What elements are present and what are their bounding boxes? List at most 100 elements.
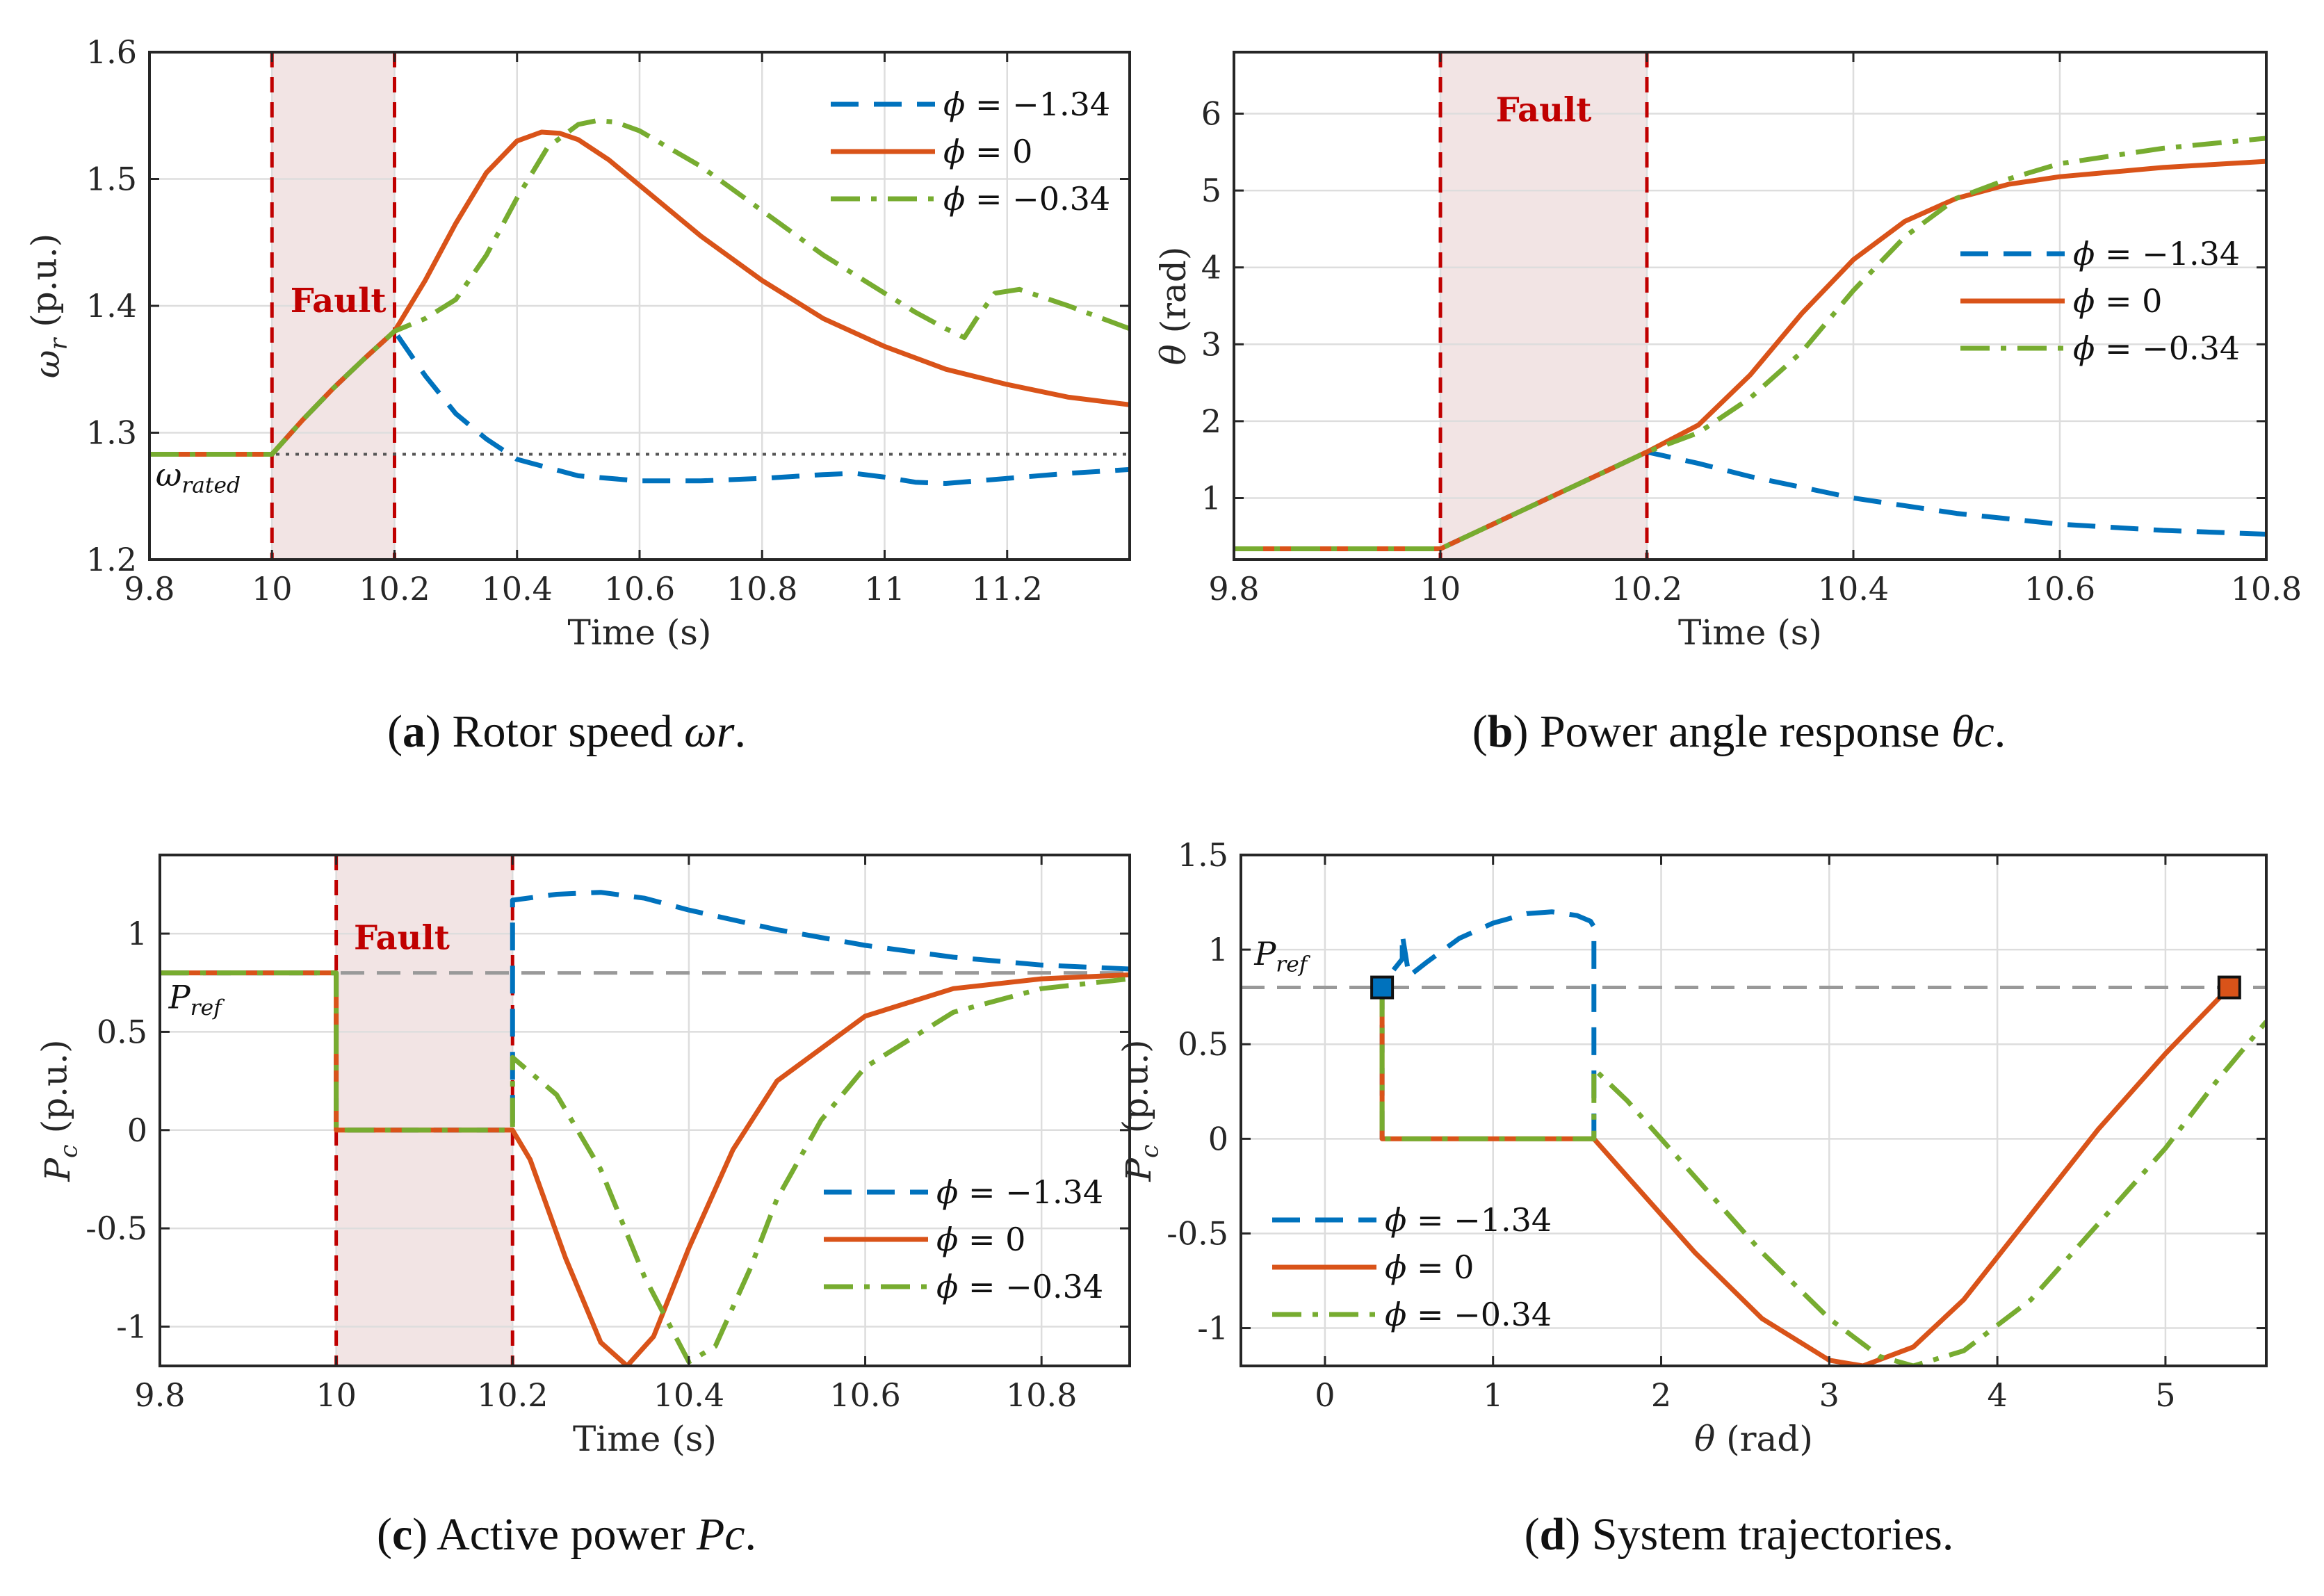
series-line-green — [149, 118, 1130, 457]
x-tick-label: 11.2 — [972, 570, 1043, 608]
reference-label: Pref — [168, 979, 225, 1020]
legend-label: ϕ = −0.34 — [936, 1268, 1103, 1305]
fault-label: Fault — [291, 282, 387, 320]
legend: ϕ = −1.34 ϕ = 0 ϕ = −0.34 — [831, 86, 1110, 218]
series-line-orange — [1379, 986, 2232, 1366]
y-tick-label: -0.5 — [1167, 1214, 1228, 1252]
legend-label: ϕ = 0 — [936, 1221, 1025, 1258]
x-tick-label: 10 — [1420, 570, 1461, 608]
caption-a: (a) Rotor speed ωr. — [387, 706, 746, 757]
series-line-orange — [1234, 158, 2266, 551]
legend-label: ϕ = −0.34 — [1385, 1296, 1552, 1333]
series-line-green — [1234, 136, 2266, 551]
legend-label: ϕ = −1.34 — [936, 1173, 1103, 1211]
y-tick-label: 1.6 — [86, 33, 137, 71]
caption-c-text: Active power — [428, 1509, 697, 1560]
caption-a-text: Rotor speed — [441, 706, 685, 757]
caption-a-letter: a — [403, 706, 426, 757]
y-tick-label: -0.5 — [86, 1210, 147, 1247]
x-axis-label: θ (rad) — [1694, 1419, 1813, 1459]
y-axis-label: θ (rad) — [1153, 247, 1194, 366]
x-tick-label: 9.8 — [134, 1376, 185, 1414]
y-tick-label: 0 — [1208, 1120, 1228, 1157]
caption-b-math: θc — [1951, 706, 1994, 757]
trajectory-marker-orange — [2217, 975, 2241, 1000]
fault-region — [336, 855, 513, 1366]
caption-b-letter: b — [1487, 706, 1513, 757]
x-tick-label: 3 — [1819, 1376, 1839, 1414]
series-line-green — [1379, 987, 2266, 1366]
caption-a-end: . — [734, 706, 746, 757]
y-tick-label: 1.2 — [86, 541, 137, 578]
legend-label: ϕ = −1.34 — [2073, 235, 2240, 272]
x-tick-label: 10.6 — [604, 570, 675, 608]
trajectory-marker-blue — [1370, 975, 1395, 1000]
y-tick-label: -1 — [1197, 1310, 1228, 1347]
reference-label: Pref — [1253, 935, 1310, 977]
y-axis-label: Pc (p.u.) — [1116, 1039, 1164, 1182]
x-tick-label: 10.6 — [2024, 570, 2095, 608]
fault-region — [1440, 52, 1647, 560]
caption-b-text: Power angle response — [1528, 706, 1951, 757]
x-tick-label: 10.2 — [477, 1376, 548, 1414]
reference-label: ωrated — [156, 456, 241, 498]
x-axis-label: Time (s) — [1678, 612, 1822, 653]
x-tick-label: 10.4 — [1818, 570, 1889, 608]
x-tick-label: 10 — [316, 1376, 357, 1414]
legend: ϕ = −1.34 ϕ = 0 ϕ = −0.34 — [1960, 235, 2240, 367]
y-tick-label: 0 — [127, 1112, 147, 1149]
x-tick-label: 1 — [1483, 1376, 1503, 1414]
x-tick-label: 11 — [864, 570, 905, 608]
series-group — [1234, 136, 2266, 551]
x-tick-label: 5 — [2155, 1376, 2175, 1414]
fault-label: Fault — [354, 919, 450, 958]
caption-c-letter: c — [391, 1509, 413, 1560]
y-tick-label: 0.5 — [97, 1013, 147, 1050]
x-tick-label: 2 — [1651, 1376, 1671, 1414]
axes-frame — [159, 854, 1131, 1367]
legend-label: ϕ = −1.34 — [943, 86, 1110, 123]
y-tick-label: -1 — [116, 1308, 147, 1345]
chart-c: Fault Pref 9.8 10 10.2 10.4 10.6 10.8 -1 -0.5 0 0.5… — [35, 854, 1131, 1459]
x-tick-label: 10.2 — [1611, 570, 1682, 608]
y-tick-label: 0.5 — [1178, 1025, 1228, 1063]
x-axis-label: Time (s) — [568, 612, 712, 653]
caption-c-math: Pc — [696, 1509, 745, 1560]
caption-b: (b) Power angle response θc. — [1472, 706, 2006, 757]
caption-a-math: ωr — [684, 706, 735, 757]
chart-d: Pref 0 1 2 3 4 5 -1 -0.5 0 0.5 1 1.5 θ (rad) Pc (p.u.)… — [1116, 836, 2268, 1459]
x-tick-label: 0 — [1315, 1376, 1335, 1414]
plot-area — [160, 855, 1130, 1366]
series-group — [149, 118, 1130, 486]
x-tick-label: 9.8 — [1208, 570, 1259, 608]
series-line-blue — [1379, 909, 1597, 1139]
x-tick-label: 9.8 — [124, 570, 174, 608]
y-tick-label: 2 — [1201, 402, 1221, 440]
y-tick-label: 1.3 — [86, 414, 137, 452]
chart-a: Fault ωrated 9.8 10 10.2 10.4 10.6 10.8 11 11.2 1.… — [24, 33, 1131, 653]
y-tick-label: 1.5 — [1178, 836, 1228, 874]
caption-c-end: . — [745, 1509, 757, 1560]
y-axis-label: Pc (p.u.) — [35, 1039, 83, 1182]
x-tick-label: 10 — [252, 570, 293, 608]
legend-label: ϕ = −0.34 — [2073, 329, 2240, 367]
legend-label: ϕ = 0 — [2073, 282, 2162, 320]
x-tick-label: 10.8 — [1006, 1376, 1077, 1414]
caption-d-text: System trajectories. — [1580, 1509, 1954, 1560]
axes-frame — [1233, 51, 2268, 561]
caption-c: (c) Active power Pc. — [376, 1509, 757, 1560]
legend-label: ϕ = −0.34 — [943, 180, 1110, 218]
legend: ϕ = −1.34 ϕ = 0 ϕ = −0.34 — [1272, 1201, 1552, 1333]
legend-label: ϕ = −1.34 — [1385, 1201, 1552, 1239]
legend: ϕ = −1.34 ϕ = 0 ϕ = −0.34 — [824, 1173, 1103, 1305]
y-tick-label: 4 — [1201, 249, 1221, 286]
y-tick-label: 6 — [1201, 95, 1221, 132]
y-tick-label: 1 — [1208, 931, 1228, 968]
axes-frame — [1240, 854, 2268, 1367]
legend-label: ϕ = 0 — [943, 133, 1032, 170]
x-axis-label: Time (s) — [573, 1419, 717, 1459]
y-tick-label: 3 — [1201, 325, 1221, 363]
x-tick-label: 10.6 — [829, 1376, 900, 1414]
y-tick-label: 1.5 — [86, 161, 137, 198]
